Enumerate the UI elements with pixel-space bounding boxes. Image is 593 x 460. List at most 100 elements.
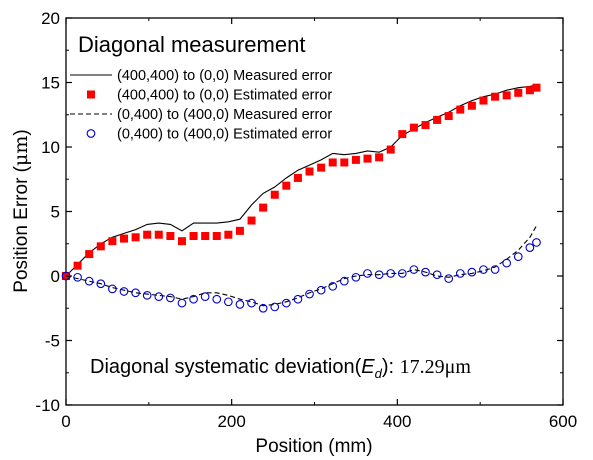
legend-label: (0,400) to (400,0) Estimated error [117,127,332,143]
chart-title: Diagonal measurement [78,32,305,57]
data-point-circle [513,252,523,261]
series-4 [61,238,541,313]
y-tick-label: 5 [51,203,60,222]
data-point-circle [339,276,349,286]
data-point-circle [293,294,303,304]
data-point-circle [532,238,541,247]
data-point-square [532,83,541,92]
data-point-circle [61,271,71,281]
data-point-circle [281,298,291,308]
annotation-subscript: d [375,366,383,381]
data-point-square [108,237,117,246]
data-point-square [143,230,152,239]
y-tick-label: 15 [41,74,60,93]
data-point-circle [96,279,106,289]
data-point-circle [108,284,117,294]
data-point-circle [247,298,256,308]
data-point-circle [84,276,94,286]
data-point-circle [212,294,222,304]
annotation-suffix: ): [382,356,400,378]
data-point-circle [166,293,175,303]
legend-label: (400,400) to (0,0) Estimated error [117,88,332,104]
data-point-circle [374,270,384,280]
x-tick-label: 600 [549,412,577,431]
data-point-square [201,232,210,241]
data-point-circle [421,267,430,277]
legend: (400,400) to (0,0) Measured error (400,40… [70,68,332,143]
data-point-square [502,91,511,100]
data-point-square [73,261,82,270]
axis-tick-labels: 0 200 400 600 -10 -5 0 5 10 15 20 [35,9,577,431]
y-tick-label: -10 [35,396,60,415]
series-layer [61,83,541,313]
data-point-square [467,101,476,110]
data-point-square [189,232,198,241]
legend-item: (400,400) to (0,0) Measured error [70,68,332,84]
x-tick-label: 200 [217,412,245,431]
data-point-circle [142,291,152,300]
data-point-circle [455,269,465,278]
data-point-square [131,233,140,242]
data-point-square [409,123,418,132]
data-point-circle [351,272,361,282]
series-3 [65,225,537,307]
data-point-circle [316,285,326,295]
data-point-square [514,88,523,97]
data-point-square [375,153,384,162]
legend-item: (0,400) to (400,0) Estimated error [86,127,332,143]
series-line [65,225,537,307]
data-point-square [96,242,105,251]
y-axis-label-suffix: ) [11,129,32,135]
y-tick-label: 20 [41,9,60,28]
data-point-square [351,155,360,164]
data-point-square [85,250,94,259]
data-point-circle [328,281,338,291]
series-line [65,84,537,277]
data-point-square [224,230,233,239]
data-point-square [421,121,430,130]
data-point-circle [131,288,140,298]
annotation-prefix: Diagonal systematic deviation( [90,356,362,378]
data-point-square [444,112,453,121]
data-point-square [491,92,500,101]
data-point-circle [270,302,280,312]
data-point-circle [386,269,396,278]
data-point-square [363,154,372,163]
data-point-square [166,232,175,241]
annotation-symbol: E [361,356,375,378]
data-point-square [154,230,163,239]
data-point-square [433,115,442,124]
data-point-circle [409,265,419,274]
annotation-value: 17.29μm [400,356,472,378]
data-point-square [328,158,337,167]
data-point-square [119,234,128,243]
legend-label: (0,400) to (400,0) Measured error [117,107,332,123]
data-point-circle [490,265,500,274]
data-point-circle [525,243,535,252]
data-point-square [247,216,256,225]
legend-item: (0,400) to (400,0) Measured error [70,107,332,123]
x-tick-label: 400 [383,412,411,431]
legend-label: (400,400) to (0,0) Measured error [117,68,332,84]
data-point-square [235,226,244,235]
data-point-square [177,237,186,246]
data-point-square [293,173,302,182]
data-point-circle [177,298,187,308]
y-axis-label-unit: μm [10,136,32,166]
y-axis-label: Position Error (μm) [10,129,32,292]
data-point-circle [432,270,442,280]
data-point-square [270,190,279,199]
data-point-circle [73,272,82,282]
data-point-circle [154,292,164,301]
data-point-square [340,158,349,167]
data-point-circle [479,265,488,274]
data-point-square [259,203,268,212]
legend-swatch [86,129,96,138]
data-point-square [212,232,221,241]
data-point-circle [224,297,233,307]
series-1 [65,84,537,277]
y-axis-label-prefix: Position Error ( [11,165,32,292]
data-point-circle [305,289,314,299]
data-point-circle [502,258,512,268]
